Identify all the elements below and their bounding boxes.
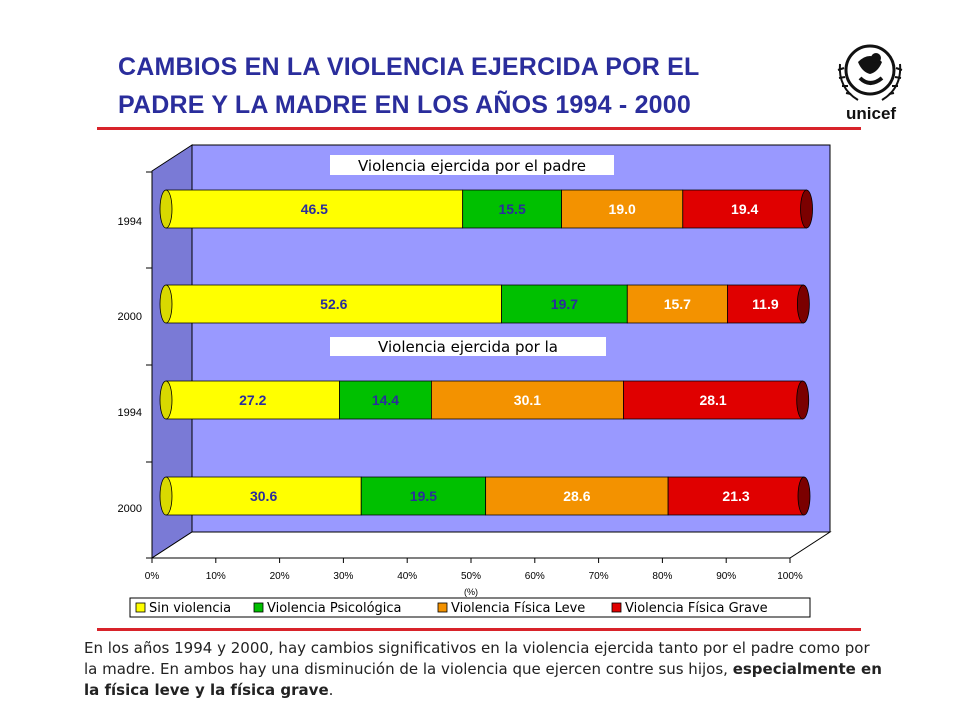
data-label: 15.5 — [498, 201, 525, 217]
data-label: 28.1 — [699, 392, 726, 408]
caption: En los años 1994 y 2000, hay cambios sig… — [84, 638, 884, 701]
legend-swatch — [437, 602, 448, 613]
caption-end: . — [328, 681, 334, 699]
data-label: 11.9 — [752, 296, 779, 312]
legend-label: Violencia Física Grave — [625, 601, 768, 616]
x-tick-label: 90% — [716, 571, 736, 582]
annotation-box — [330, 337, 606, 356]
bar-start-cap — [159, 189, 173, 229]
title-line-1: CAMBIOS EN LA VIOLENCIA EJERCIDA POR EL — [118, 53, 700, 81]
bar-end-cap — [797, 476, 811, 516]
data-label: 19.7 — [551, 296, 578, 312]
data-label: 46.5 — [301, 201, 328, 217]
data-label: 15.7 — [664, 296, 691, 312]
data-label: 19.5 — [410, 488, 437, 504]
x-tick-label: 50% — [461, 571, 481, 582]
x-axis-label: (%) — [464, 587, 478, 597]
x-tick-label: 40% — [397, 571, 417, 582]
top-divider — [97, 127, 861, 130]
annotation-label: Violencia ejercida por la — [378, 338, 558, 356]
bottom-divider — [97, 628, 861, 631]
y-tick-label: 1994 — [118, 407, 142, 419]
data-label: 52.6 — [320, 296, 347, 312]
x-tick-label: 60% — [525, 571, 545, 582]
annotation-label: Violencia ejercida por el padre — [358, 157, 586, 175]
legend-label: Violencia Psicológica — [267, 601, 402, 616]
data-label: 14.4 — [372, 392, 399, 408]
x-tick-label: 80% — [652, 571, 672, 582]
bar-start-cap — [159, 476, 173, 516]
data-label: 30.1 — [514, 392, 541, 408]
x-tick-label: 0% — [145, 571, 160, 582]
legend-swatch — [253, 602, 264, 613]
x-tick-label: 30% — [333, 571, 353, 582]
data-label: 27.2 — [239, 392, 266, 408]
legend-swatch — [135, 602, 146, 613]
y-tick-label: 2000 — [118, 311, 142, 323]
bar-end-cap — [796, 380, 810, 420]
y-tick-label: 2000 — [118, 503, 142, 515]
unicef-logo-text: unicef — [846, 104, 897, 123]
caption-bold: especialmente en la física leve y la fís… — [84, 660, 882, 699]
bar-start-cap — [159, 284, 173, 324]
legend-swatch — [611, 602, 622, 613]
unicef-emblem-icon — [837, 44, 903, 101]
x-tick-label: 100% — [777, 571, 803, 582]
legend-label: Sin violencia — [149, 601, 231, 616]
bar-start-cap — [159, 380, 173, 420]
title-line-2: PADRE Y LA MADRE EN LOS AÑOS 1994 - 2000 — [118, 91, 691, 119]
legend-box — [129, 597, 811, 618]
page-title: CAMBIOS EN LA VIOLENCIA EJERCIDA POR EL … — [118, 48, 818, 124]
bar-end-cap — [796, 284, 810, 324]
bar-end-cap — [800, 189, 813, 229]
caption-text: En los años 1994 y 2000, hay cambios sig… — [84, 639, 870, 678]
x-tick-label: 70% — [589, 571, 609, 582]
data-label: 21.3 — [722, 488, 749, 504]
legend-label: Violencia Física Leve — [451, 601, 585, 616]
data-label: 19.0 — [609, 201, 636, 217]
x-tick-label: 10% — [206, 571, 226, 582]
x-tick-label: 20% — [270, 571, 290, 582]
annotation-box — [330, 155, 614, 175]
data-label: 28.6 — [563, 488, 590, 504]
data-label: 19.4 — [731, 201, 758, 217]
data-label: 30.6 — [250, 488, 277, 504]
plot-floor — [150, 531, 832, 559]
y-tick-label: 1994 — [118, 216, 142, 228]
